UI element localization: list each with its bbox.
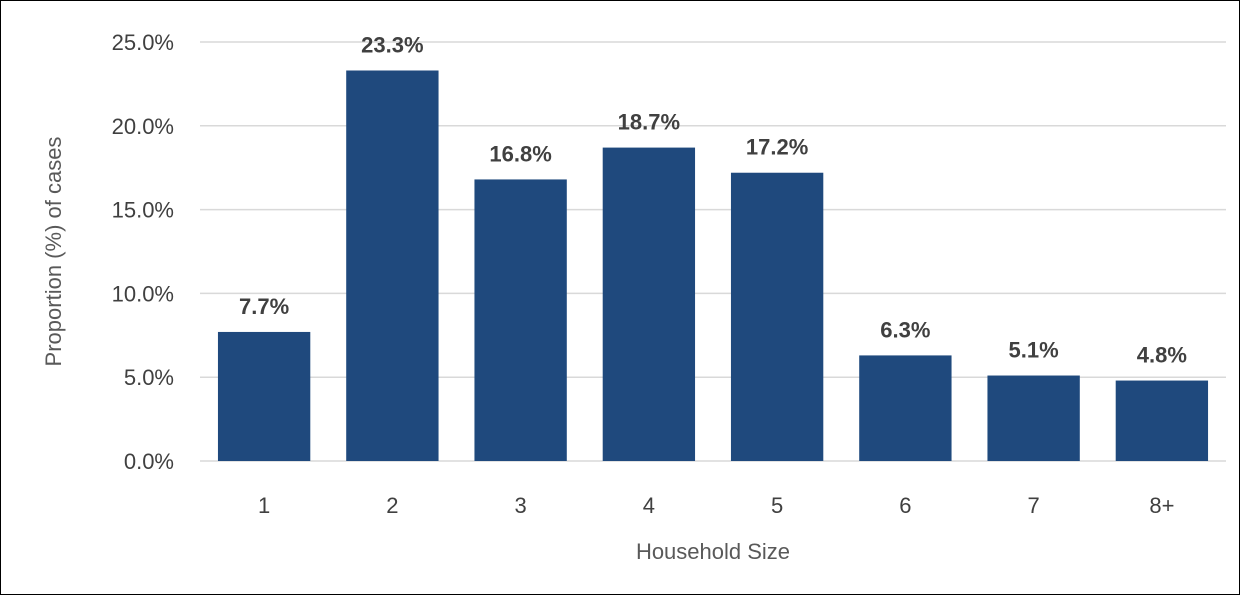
bar	[602, 147, 696, 461]
y-tick-label: 5.0%	[124, 365, 174, 390]
x-tick-label: 2	[386, 493, 398, 518]
data-label: 16.8%	[489, 141, 551, 166]
data-label: 7.7%	[239, 294, 289, 319]
data-label: 18.7%	[618, 110, 680, 135]
bar	[859, 355, 952, 461]
data-label: 4.8%	[1137, 343, 1187, 368]
y-tick-label: 0.0%	[124, 449, 174, 474]
data-labels: 7.7% 23.3% 16.8% 18.7% 17.2% 6.3% 5.1% 4.8%	[239, 32, 1187, 367]
bar	[346, 70, 439, 461]
data-label: 6.3%	[880, 317, 930, 342]
data-label: 23.3%	[361, 32, 423, 57]
y-tick-label: 20.0%	[112, 114, 174, 139]
y-tick-label: 10.0%	[112, 281, 174, 306]
bar	[730, 172, 824, 461]
x-axis-tick-labels: 1 2 3 4 5 6 7 8+	[258, 493, 1174, 518]
x-tick-label: 1	[258, 493, 270, 518]
bar	[217, 331, 311, 461]
y-tick-label: 15.0%	[112, 198, 174, 223]
y-tick-label: 25.0%	[112, 30, 174, 55]
x-tick-label: 8+	[1149, 493, 1174, 518]
x-tick-label: 5	[771, 493, 783, 518]
x-tick-label: 6	[899, 493, 911, 518]
x-tick-label: 3	[515, 493, 527, 518]
x-tick-label: 7	[1028, 493, 1040, 518]
bar	[474, 179, 567, 461]
bar	[987, 375, 1080, 461]
bars	[217, 70, 1209, 461]
data-label: 5.1%	[1009, 338, 1059, 363]
bar	[1115, 380, 1209, 461]
y-axis-tick-labels: 0.0% 5.0% 10.0% 15.0% 20.0% 25.0%	[112, 30, 174, 474]
y-axis-title: Proportion (%) of cases	[41, 137, 66, 367]
x-axis-title: Household Size	[636, 539, 790, 564]
data-label: 17.2%	[746, 135, 808, 160]
x-tick-label: 4	[643, 493, 655, 518]
